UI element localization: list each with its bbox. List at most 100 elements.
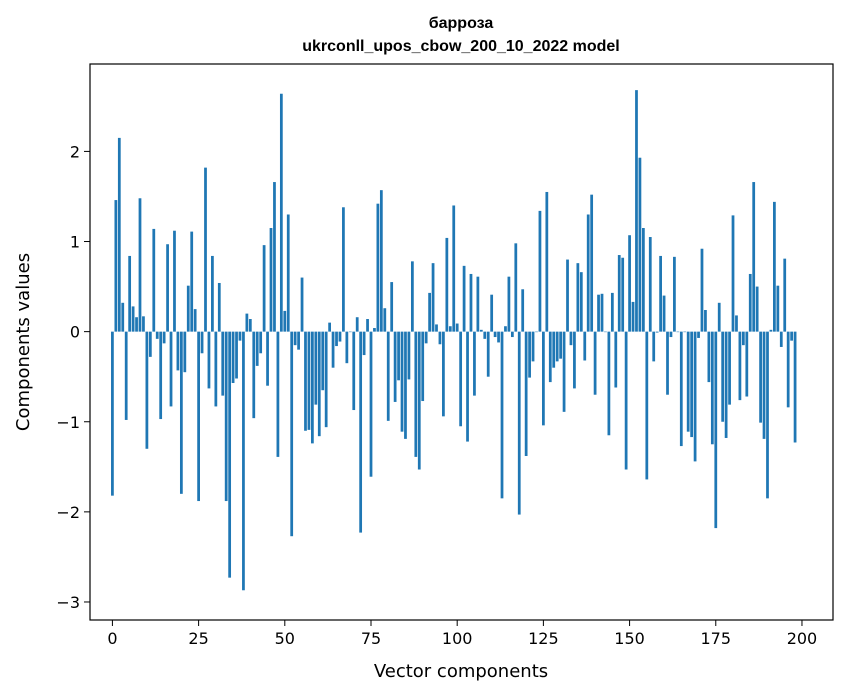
- bar: [183, 331, 187, 373]
- bar: [286, 214, 290, 332]
- bar: [597, 294, 600, 332]
- bar: [293, 331, 297, 346]
- bar: [535, 331, 538, 333]
- y-tick-label: 1: [70, 233, 80, 252]
- bar: [328, 322, 331, 332]
- bar: [738, 331, 742, 401]
- bar: [624, 331, 628, 470]
- bar: [245, 313, 249, 332]
- bar: [542, 331, 545, 426]
- bar: [128, 255, 132, 332]
- bar: [645, 331, 649, 480]
- bar: [331, 331, 335, 368]
- bar: [304, 331, 307, 431]
- x-tick-label: 200: [787, 629, 818, 648]
- bar: [307, 331, 311, 430]
- bar: [679, 331, 683, 447]
- bar: [176, 331, 180, 371]
- x-tick-label: 75: [361, 629, 381, 648]
- bar: [400, 331, 404, 432]
- bar: [586, 214, 590, 332]
- y-axis-label: Components values: [13, 253, 34, 431]
- bar: [714, 331, 718, 529]
- bar: [473, 331, 476, 396]
- bar: [521, 289, 525, 332]
- bar: [290, 331, 294, 537]
- bar: [197, 331, 200, 502]
- bar: [455, 323, 459, 332]
- bar: [255, 331, 259, 366]
- bar: [393, 331, 397, 402]
- bar: [124, 331, 128, 420]
- bar: [783, 258, 787, 332]
- y-axis: −3 −2 −1 0 1 2: [56, 142, 90, 612]
- bar: [269, 228, 273, 332]
- bar: [793, 331, 797, 443]
- bar: [728, 331, 731, 405]
- bar: [545, 191, 549, 332]
- bar: [555, 331, 559, 362]
- bar: [266, 331, 269, 386]
- bar: [211, 255, 214, 332]
- bar: [610, 292, 614, 332]
- bar: [476, 276, 480, 332]
- bar: [659, 255, 662, 332]
- bar: [200, 331, 204, 354]
- bar: [259, 331, 263, 354]
- bar: [759, 331, 762, 423]
- bar: [638, 157, 642, 332]
- y-tick-label: −2: [56, 503, 80, 522]
- bar: [300, 277, 304, 332]
- bar: [166, 244, 169, 332]
- bar: [190, 231, 194, 332]
- bar: [500, 331, 504, 499]
- y-tick-label: −1: [56, 413, 80, 432]
- bar: [362, 331, 366, 356]
- bar: [445, 237, 449, 332]
- bar: [466, 331, 469, 442]
- bar: [621, 257, 625, 332]
- chart-title: барроза: [429, 15, 494, 32]
- bar: [735, 315, 738, 332]
- bar: [186, 285, 190, 332]
- bar: [428, 292, 431, 332]
- bar: [242, 331, 245, 591]
- bar: [145, 331, 149, 449]
- bar: [486, 331, 490, 377]
- bar: [755, 286, 759, 332]
- bar: [317, 331, 321, 437]
- bar: [448, 326, 452, 332]
- x-tick-label: 175: [701, 629, 732, 648]
- bar: [769, 329, 773, 332]
- bar: [148, 331, 152, 357]
- bar: [745, 331, 749, 397]
- bar: [231, 331, 235, 383]
- bar: [114, 200, 118, 332]
- bar: [607, 331, 611, 436]
- y-tick-label: 0: [70, 323, 80, 342]
- bar: [559, 331, 563, 359]
- bar: [786, 331, 790, 408]
- bar: [345, 331, 349, 364]
- bar: [276, 331, 280, 457]
- bar: [283, 310, 287, 332]
- bar: [248, 319, 252, 332]
- bar: [366, 319, 369, 332]
- bar: [273, 182, 276, 332]
- bar: [507, 276, 511, 332]
- bar: [193, 309, 197, 332]
- bar: [169, 331, 173, 407]
- bar: [573, 331, 576, 389]
- bar: [352, 331, 356, 411]
- bar: [593, 331, 597, 395]
- bar: [762, 331, 766, 439]
- bar: [583, 331, 587, 361]
- bar: [207, 331, 211, 389]
- bar: [666, 331, 669, 395]
- bar: [462, 265, 466, 332]
- bar: [397, 331, 400, 381]
- bar: [531, 331, 535, 362]
- bar: [342, 207, 345, 332]
- bar: [669, 331, 673, 338]
